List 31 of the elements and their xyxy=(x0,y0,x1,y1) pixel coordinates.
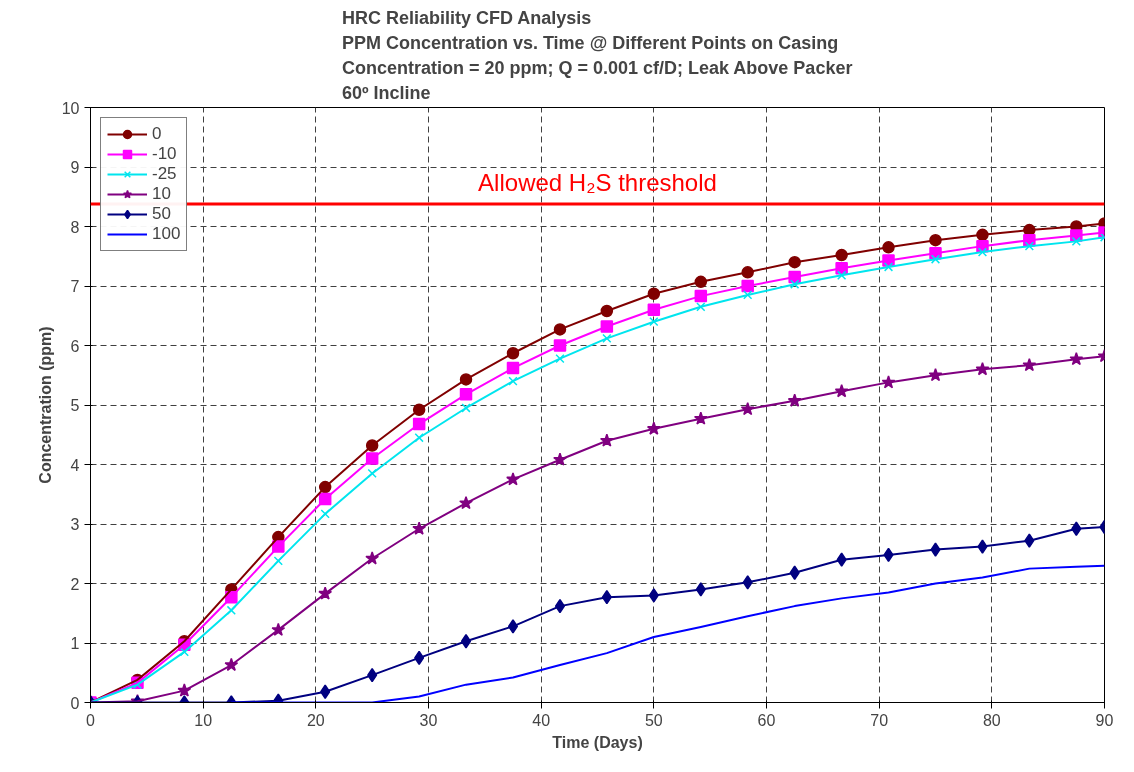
x-tick-label: 50 xyxy=(644,711,663,729)
y-tick-label: 5 xyxy=(70,397,80,414)
y-tick-label: 2 xyxy=(70,575,80,593)
x-tick-label: 70 xyxy=(870,711,889,729)
y-tick-label: 9 xyxy=(70,159,80,176)
chart-title: HRC Reliability CFD Analysis PPM Concentration vs. Time @ Different Points on Casing Concentration = 20 ppm; Q = 0.001 cf/D; Leak Above Packer 60º Incline xyxy=(341,7,853,103)
y-tick-label: 4 xyxy=(70,456,80,474)
x-tick-label: 10 xyxy=(194,711,213,729)
x-axis-title: Time (Days) xyxy=(552,733,643,751)
legend-label: 10 xyxy=(152,184,172,204)
x-tick-label: 40 xyxy=(532,711,551,729)
legend-label: -10 xyxy=(152,144,177,164)
x-tick-label: 90 xyxy=(1095,711,1114,729)
x-tick-label: 20 xyxy=(306,711,325,729)
y-tick-label: 8 xyxy=(70,218,80,236)
legend-label: 0 xyxy=(152,124,163,144)
y-axis-title: Concentration (ppm) xyxy=(36,326,54,484)
x-tick-label: 0 xyxy=(86,711,96,729)
y-tick-label: 1 xyxy=(70,635,80,652)
y-tick-label: 10 xyxy=(61,99,80,117)
x-tick-label: 80 xyxy=(982,711,1001,729)
x-tick-label: 60 xyxy=(757,711,776,729)
ref-line-label: Allowed H₂S threshold xyxy=(478,168,717,196)
legend-label: 50 xyxy=(152,204,172,224)
x-tick-label: 30 xyxy=(419,711,438,729)
y-tick-label: 7 xyxy=(70,278,80,295)
y-tick-label: 6 xyxy=(70,337,80,355)
y-tick-label: 0 xyxy=(70,694,80,712)
y-tick-label: 3 xyxy=(70,516,80,533)
legend-label: -25 xyxy=(152,164,177,184)
legend-label: 100 xyxy=(152,224,181,244)
